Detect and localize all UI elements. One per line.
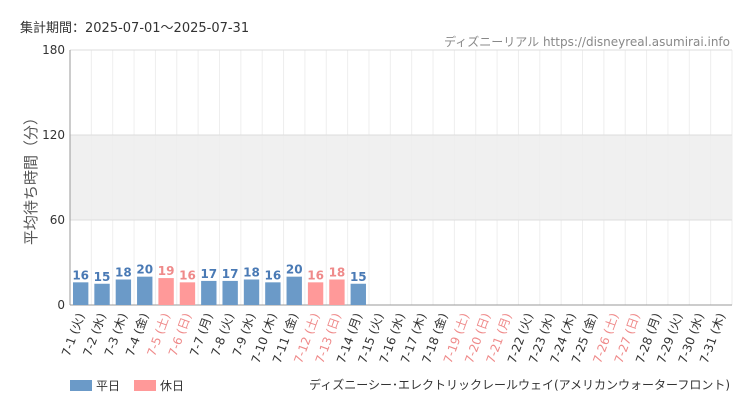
bar [265, 282, 281, 305]
y-tick-label: 120 [42, 128, 65, 142]
data-label: 20 [286, 263, 303, 277]
data-label: 15 [350, 270, 367, 284]
legend-swatch-holiday [134, 380, 157, 391]
period-label: 集計期間：2025-07-01～2025-07-31 [20, 21, 250, 36]
y-tick-label: 180 [42, 43, 65, 57]
data-label: 17 [200, 267, 217, 281]
bar [329, 279, 345, 305]
bar [115, 279, 132, 305]
bar [158, 278, 174, 305]
y-tick-label: 0 [57, 298, 65, 312]
y-tick-label: 60 [50, 213, 65, 227]
bar [243, 279, 260, 305]
bar [94, 283, 110, 305]
data-label: 20 [136, 263, 153, 277]
data-label: 17 [222, 267, 239, 281]
legend-label-weekday: 平日 [96, 379, 121, 393]
bar [72, 282, 89, 305]
bar [350, 283, 366, 305]
bar [286, 276, 302, 305]
attraction-name: ディズニーシー･エレクトリックレールウェイ(アメリカンウォーターフロント) [309, 378, 730, 392]
bar [137, 276, 153, 305]
data-label: 19 [158, 264, 175, 278]
data-label: 18 [115, 266, 132, 280]
legend-label-holiday: 休日 [160, 379, 185, 393]
legend-item-holiday: 休日 [134, 377, 184, 394]
data-label: 16 [265, 268, 282, 282]
data-label: 15 [94, 270, 111, 284]
bar [201, 280, 217, 305]
legend: 平日 休日 [70, 377, 184, 394]
shaded-band [70, 135, 732, 220]
bar [179, 282, 196, 305]
legend-item-weekday: 平日 [70, 377, 120, 394]
data-label: 18 [243, 266, 260, 280]
data-label: 16 [72, 268, 89, 282]
bar [307, 282, 324, 305]
y-axis-label: 平均待ち時間（分） [22, 110, 40, 245]
data-label: 16 [179, 268, 196, 282]
data-label: 18 [329, 266, 346, 280]
data-label: 16 [307, 268, 324, 282]
legend-swatch-weekday [70, 380, 92, 391]
bar [222, 280, 238, 305]
site-credit: ディズニーリアル https://disneyreal.asumirai.inf… [444, 35, 730, 49]
